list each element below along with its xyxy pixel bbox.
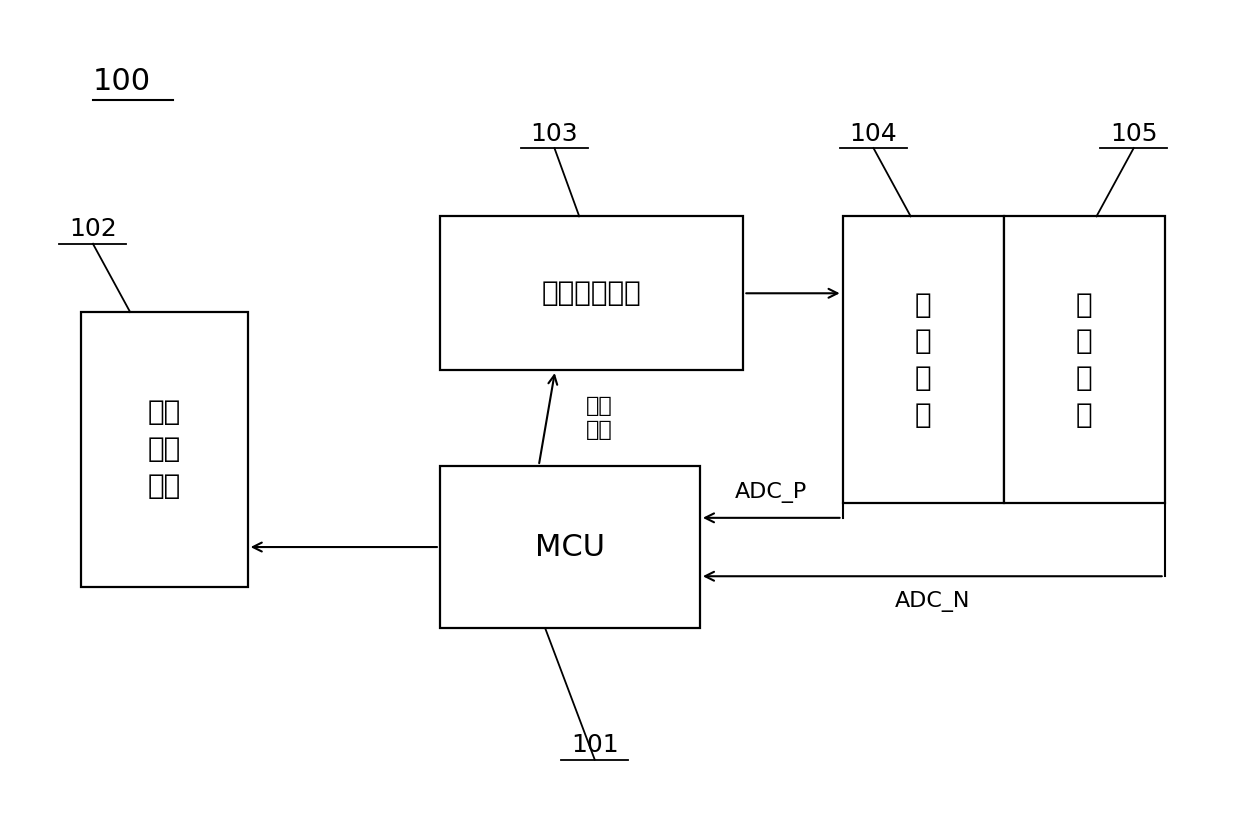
Text: ADC_P: ADC_P — [735, 482, 808, 503]
Text: ADC_N: ADC_N — [895, 592, 970, 612]
Text: 104: 104 — [850, 121, 897, 146]
Text: 使能
信号: 使能 信号 — [586, 396, 613, 440]
Text: 105: 105 — [1110, 121, 1157, 146]
Text: 103: 103 — [530, 121, 579, 146]
Bar — [440, 466, 700, 628]
Text: 100: 100 — [93, 67, 151, 96]
Bar — [1004, 216, 1165, 503]
Text: 102: 102 — [69, 217, 116, 241]
Bar — [843, 216, 1004, 503]
Text: 电源管理系统: 电源管理系统 — [541, 280, 642, 307]
Bar — [81, 312, 248, 587]
Text: 连
接
器
一: 连 接 器 一 — [914, 290, 932, 429]
Text: 连
接
器
二: 连 接 器 二 — [1075, 290, 1093, 429]
Text: MCU: MCU — [535, 532, 605, 562]
Bar — [440, 216, 743, 370]
Text: 警示
指示
系统: 警示 指示 系统 — [147, 399, 181, 500]
Text: 101: 101 — [571, 733, 618, 757]
